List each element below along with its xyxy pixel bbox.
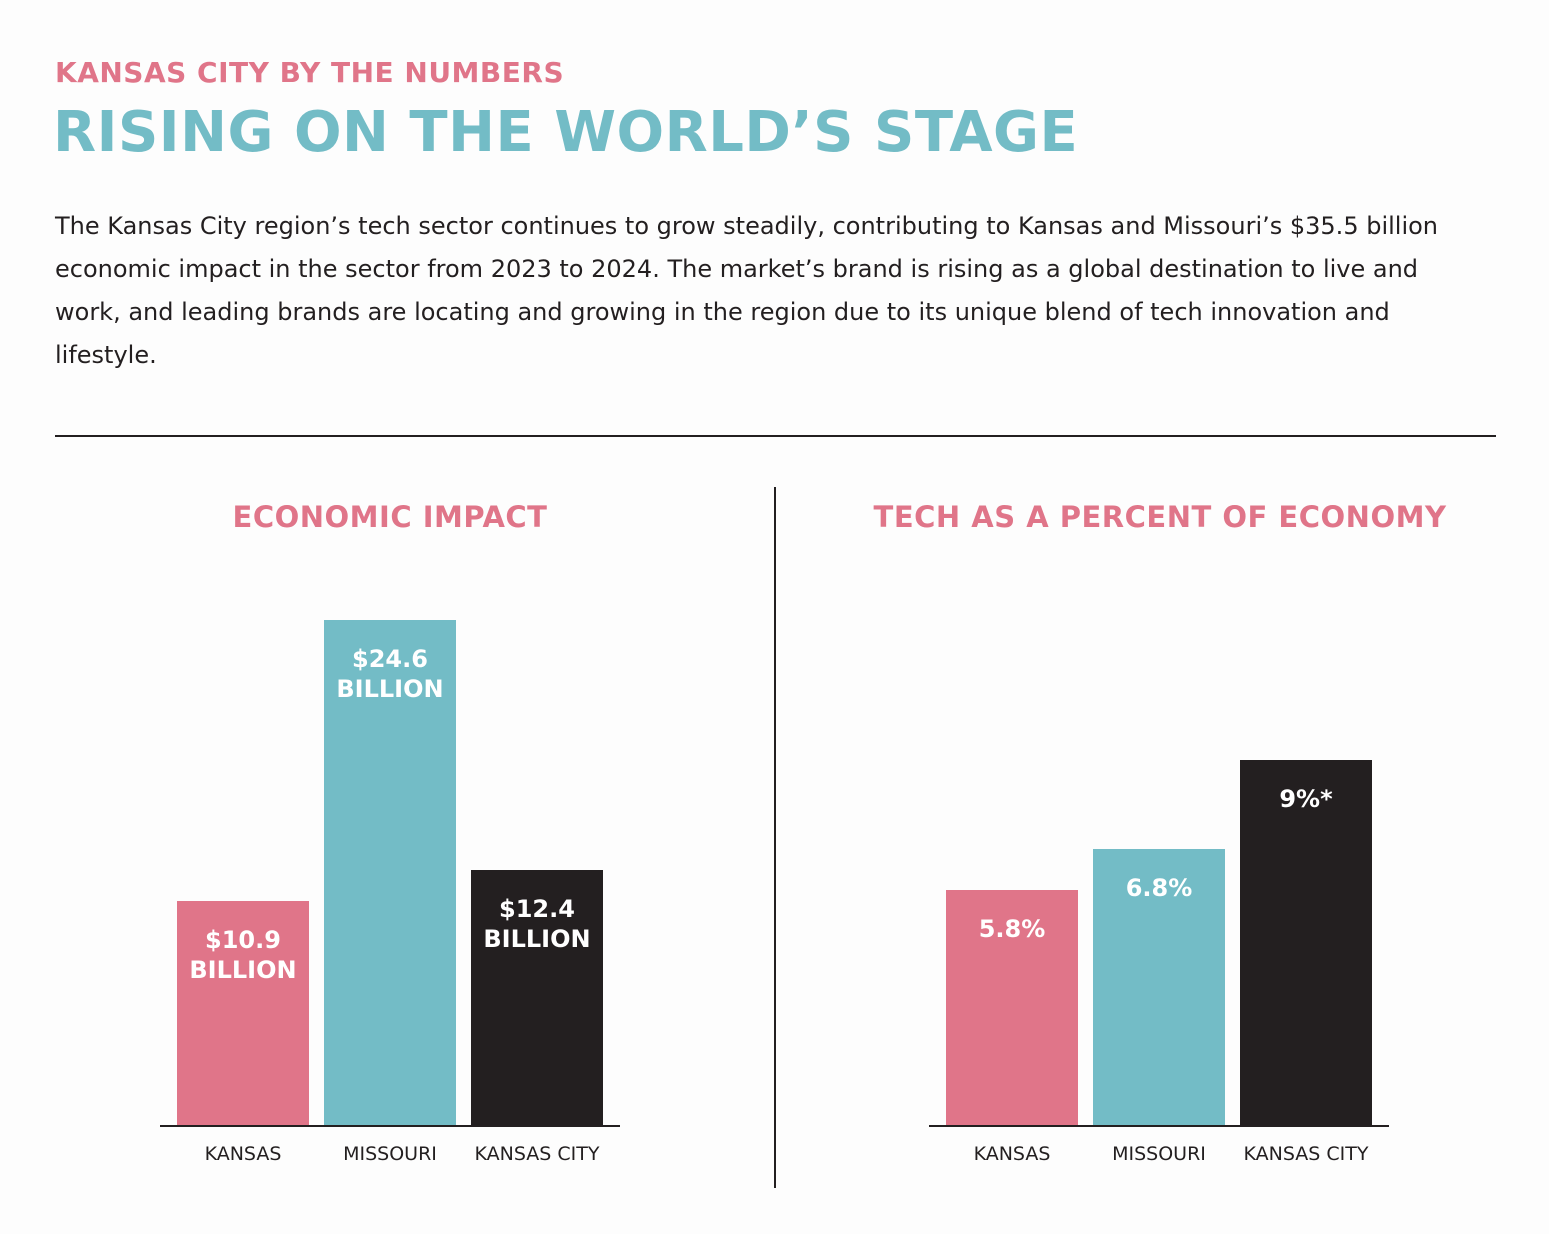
value-label: 9%* — [1279, 785, 1333, 813]
divider — [774, 487, 776, 1188]
bar — [177, 901, 309, 1125]
chart-title: TECH AS A PERCENT OF ECONOMY — [873, 500, 1447, 534]
x-tick-label: KANSAS — [204, 1143, 282, 1165]
x-tick-label: MISSOURI — [343, 1143, 437, 1165]
bar — [324, 620, 456, 1125]
x-axis — [929, 1125, 1389, 1127]
rule — [55, 435, 1496, 437]
x-tick-label: MISSOURI — [1112, 1143, 1206, 1165]
body-text: The Kansas City region’s tech sector con… — [55, 212, 1439, 369]
x-axis — [160, 1125, 620, 1127]
value-label: $12.4 BILLION — [483, 895, 591, 954]
bar — [946, 889, 1078, 1125]
value-label: $24.6 BILLION — [336, 645, 444, 703]
x-tick-label: KANSAS CITY — [474, 1143, 600, 1165]
x-tick-label: KANSAS CITY — [1243, 1143, 1369, 1165]
bar — [1093, 849, 1225, 1125]
value-label: 6.8% — [1125, 874, 1193, 903]
bar — [471, 870, 603, 1125]
value-label: $10.9 BILLION — [189, 926, 297, 985]
chart-title: ECONOMIC IMPACT — [232, 500, 548, 534]
bar — [1240, 760, 1372, 1125]
headline: RISING ON THE WORLD’S STAGE — [53, 100, 1079, 165]
value-label: 5.8% — [978, 914, 1046, 943]
eyebrow: KANSAS CITY BY THE NUMBERS — [55, 56, 565, 89]
x-tick-label: KANSAS — [973, 1143, 1051, 1165]
